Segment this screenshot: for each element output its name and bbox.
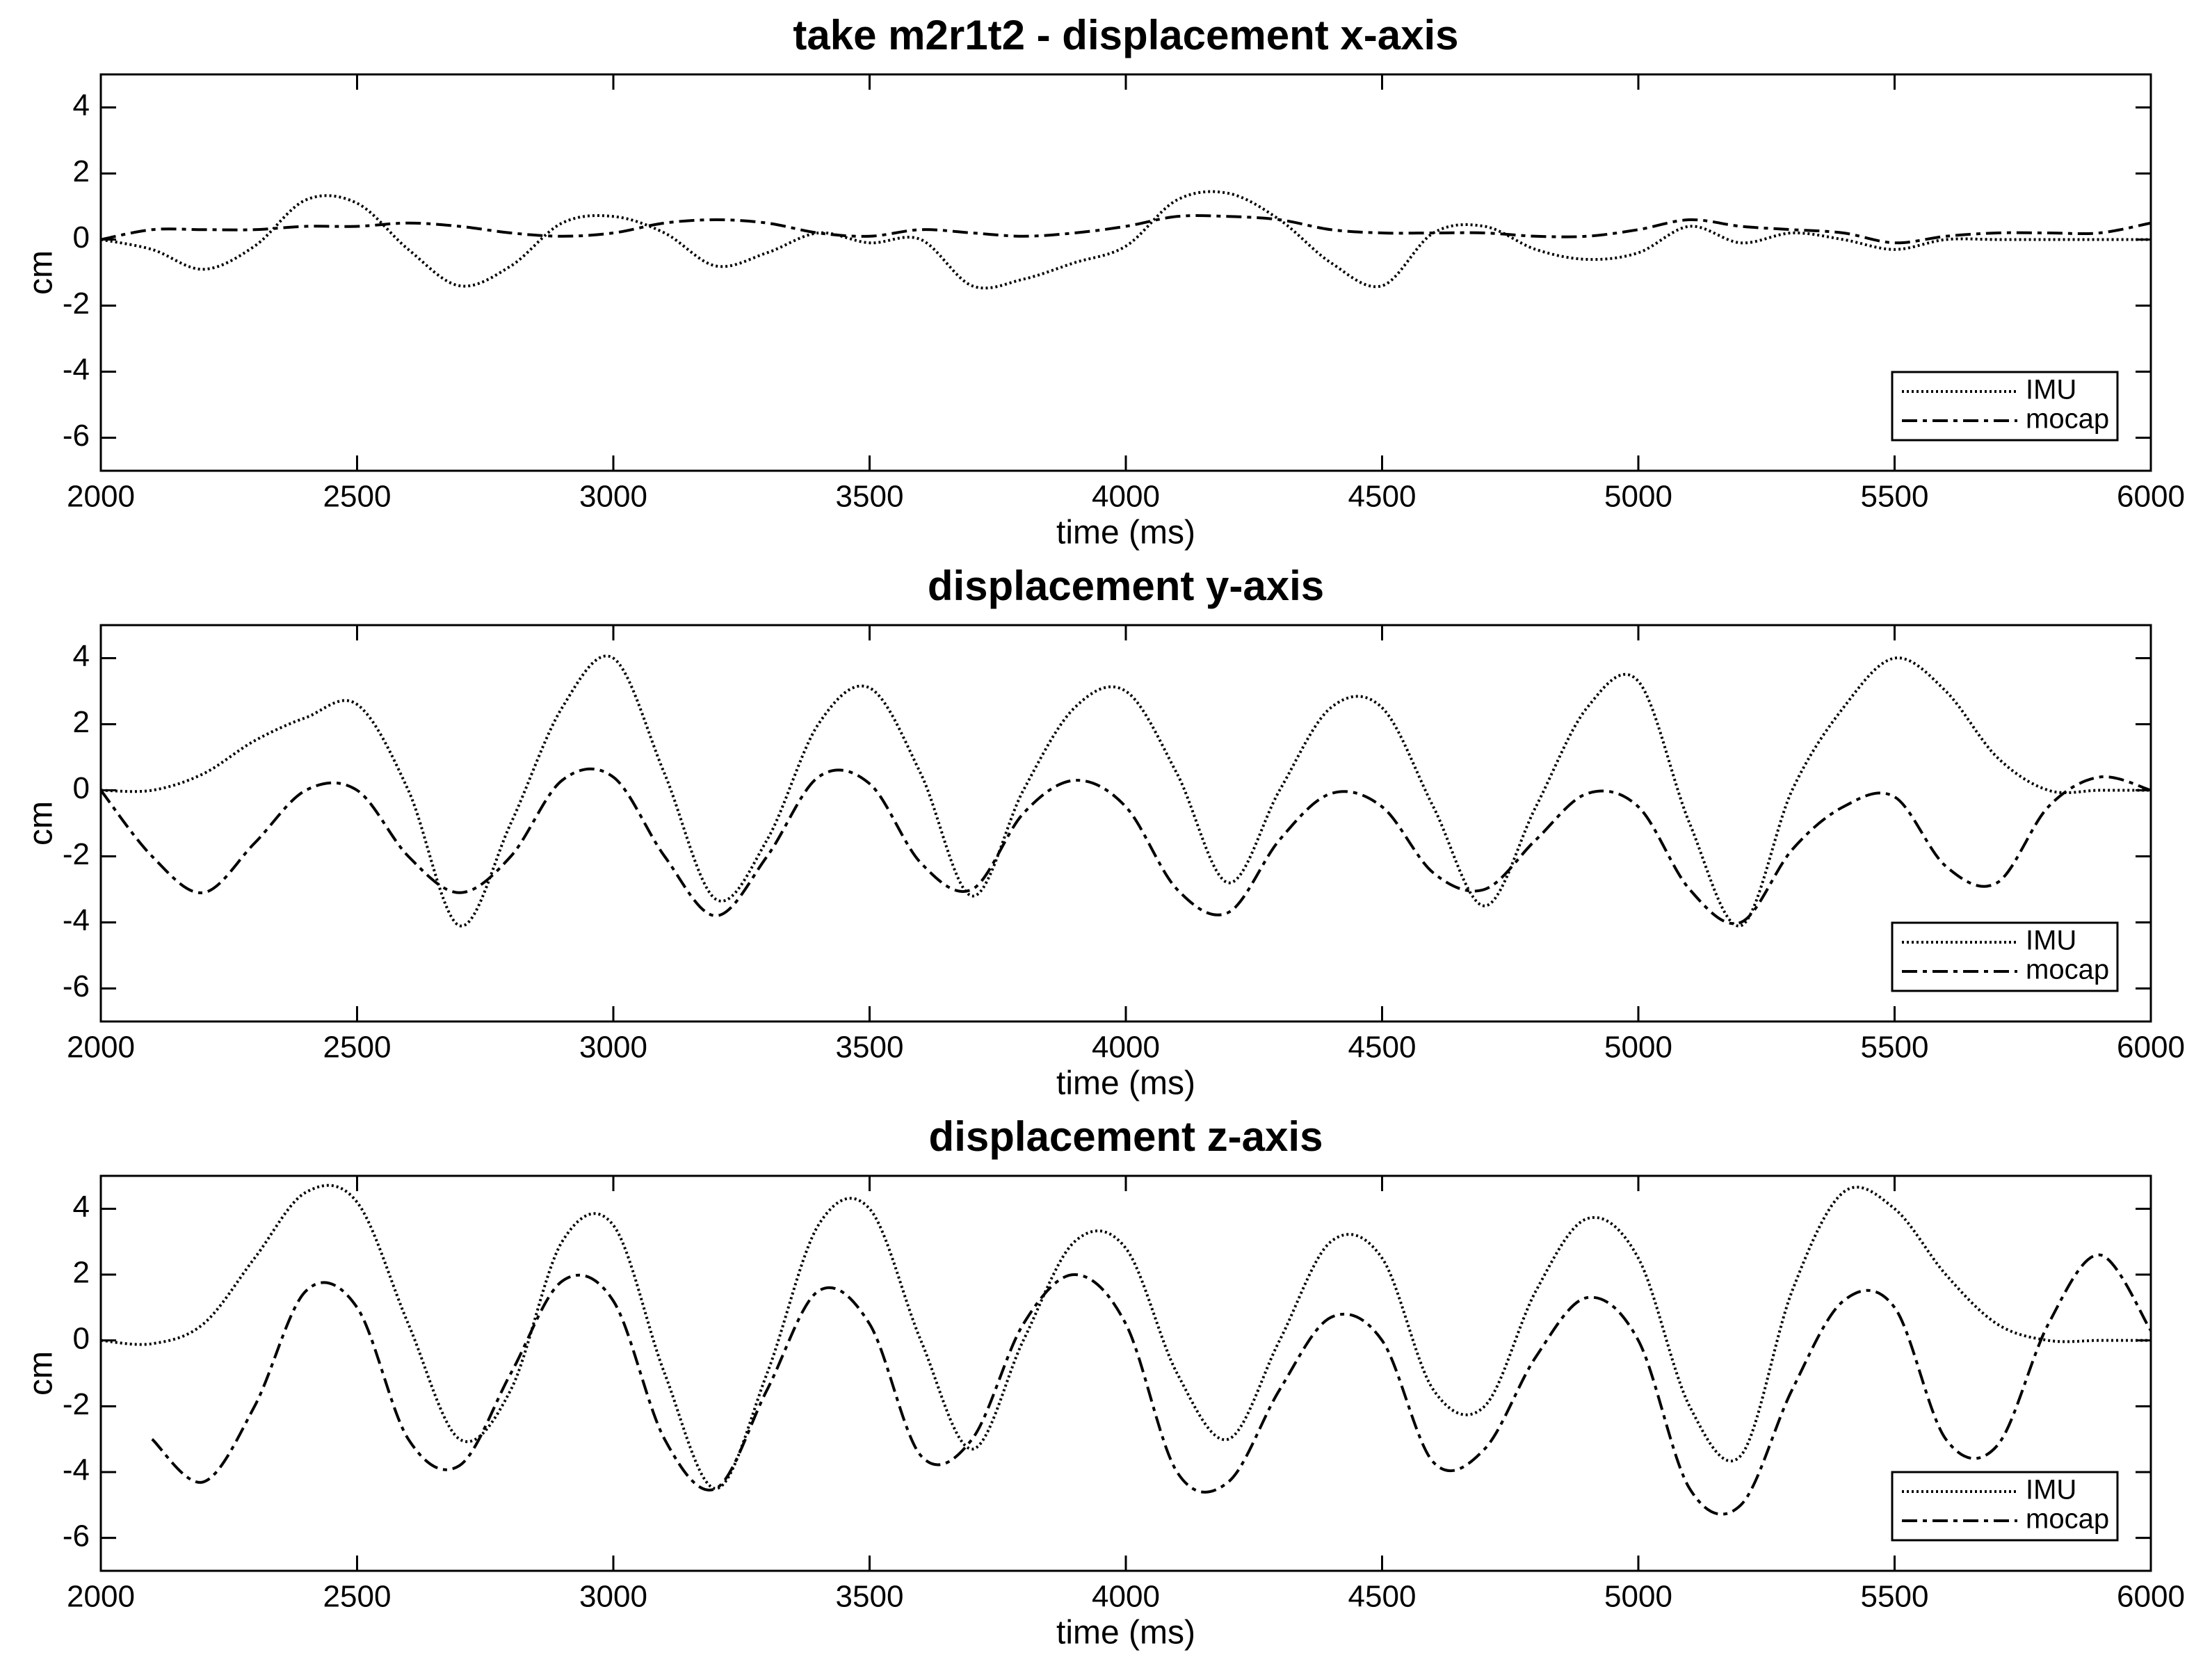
y-tick-label: 2 — [73, 705, 90, 739]
y-tick-label: -6 — [63, 1519, 90, 1553]
y-tick-label: 0 — [73, 1321, 90, 1355]
x-tick-label: 4500 — [1348, 480, 1417, 514]
x-tick-label: 3000 — [579, 1031, 647, 1065]
plot-frame — [99, 624, 2152, 1023]
x-tick-label: 3500 — [836, 480, 904, 514]
x-tick-label: 5000 — [1604, 480, 1672, 514]
x-tick-label: 5000 — [1604, 1031, 1672, 1065]
x-tick-label: 2500 — [323, 1580, 392, 1614]
legend-label: mocap — [2026, 955, 2109, 985]
x-tick-label: 2000 — [67, 480, 135, 514]
plot-frame — [99, 1174, 2152, 1572]
legend-label: mocap — [2026, 404, 2109, 435]
x-tick-label: 4000 — [1092, 1031, 1160, 1065]
chart-title: displacement z-axis — [929, 1113, 1323, 1160]
x-tick-label: 5500 — [1861, 1031, 1929, 1065]
x-tick-label: 3000 — [579, 480, 647, 514]
x-tick-label: 6000 — [2117, 1580, 2185, 1614]
x-tick-label: 2500 — [323, 1031, 392, 1065]
y-tick-label: 4 — [73, 1190, 90, 1224]
legend-label: mocap — [2026, 1504, 2109, 1535]
y-tick-label: -4 — [63, 903, 90, 937]
y-tick-label: 4 — [73, 639, 90, 673]
series-line — [101, 1184, 2151, 1490]
x-tick-label: 3000 — [579, 1580, 647, 1614]
x-tick-label: 6000 — [2117, 1031, 2185, 1065]
y-axis-label: cm — [23, 801, 60, 846]
y-tick-label: 2 — [73, 154, 90, 188]
subplot: displacement z-axis time (ms) cm -6 -4 -2 0 2 4 2… — [23, 1113, 2185, 1651]
x-tick-label: 2000 — [67, 1031, 135, 1065]
y-tick-label: -4 — [63, 1453, 90, 1487]
y-tick-label: -2 — [63, 286, 90, 321]
x-axis-label: time (ms) — [1056, 1615, 1195, 1651]
legend-label: IMU — [2026, 1475, 2076, 1505]
subplot: displacement y-axis time (ms) cm -6 -4 -2 0 2 4 2… — [23, 563, 2185, 1102]
y-tick-label: -6 — [63, 419, 90, 453]
x-tick-label: 4500 — [1348, 1031, 1417, 1065]
x-tick-label: 4000 — [1092, 1580, 1160, 1614]
y-tick-label: 0 — [73, 771, 90, 805]
x-tick-label: 5500 — [1861, 1580, 1929, 1614]
y-tick-label: 4 — [73, 88, 90, 122]
y-tick-label: -4 — [63, 353, 90, 387]
plot-frame — [99, 73, 2152, 472]
x-tick-label: 2500 — [323, 480, 392, 514]
y-tick-label: -2 — [63, 837, 90, 871]
y-tick-label: -6 — [63, 969, 90, 1003]
series-line — [101, 214, 2151, 245]
x-tick-label: 5500 — [1861, 480, 1929, 514]
y-tick-label: 0 — [73, 220, 90, 255]
x-tick-label: 5000 — [1604, 1580, 1672, 1614]
legend-label: IMU — [2026, 375, 2076, 405]
x-axis-label: time (ms) — [1056, 515, 1195, 551]
x-tick-label: 2000 — [67, 1580, 135, 1614]
chart-title: take m2r1t2 - displacement x-axis — [793, 12, 1458, 58]
legend-box — [1891, 921, 2119, 992]
subplot: take m2r1t2 - displacement x-axis time (m… — [23, 12, 2185, 551]
legend-label: IMU — [2026, 926, 2076, 956]
x-tick-label: 3500 — [836, 1580, 904, 1614]
legend-box — [1891, 371, 2119, 442]
x-tick-label: 6000 — [2117, 480, 2185, 514]
y-axis-label: cm — [23, 250, 60, 295]
y-tick-label: -2 — [63, 1387, 90, 1421]
x-tick-label: 4000 — [1092, 480, 1160, 514]
chart-title: displacement y-axis — [928, 563, 1324, 609]
x-tick-label: 3500 — [836, 1031, 904, 1065]
y-axis-label: cm — [23, 1351, 60, 1396]
x-axis-label: time (ms) — [1056, 1065, 1195, 1102]
series-line — [101, 654, 2151, 928]
series-line — [151, 1253, 2151, 1516]
x-tick-label: 4500 — [1348, 1580, 1417, 1614]
legend-box — [1891, 1471, 2119, 1542]
series-line — [101, 190, 2151, 290]
y-tick-label: 2 — [73, 1256, 90, 1290]
